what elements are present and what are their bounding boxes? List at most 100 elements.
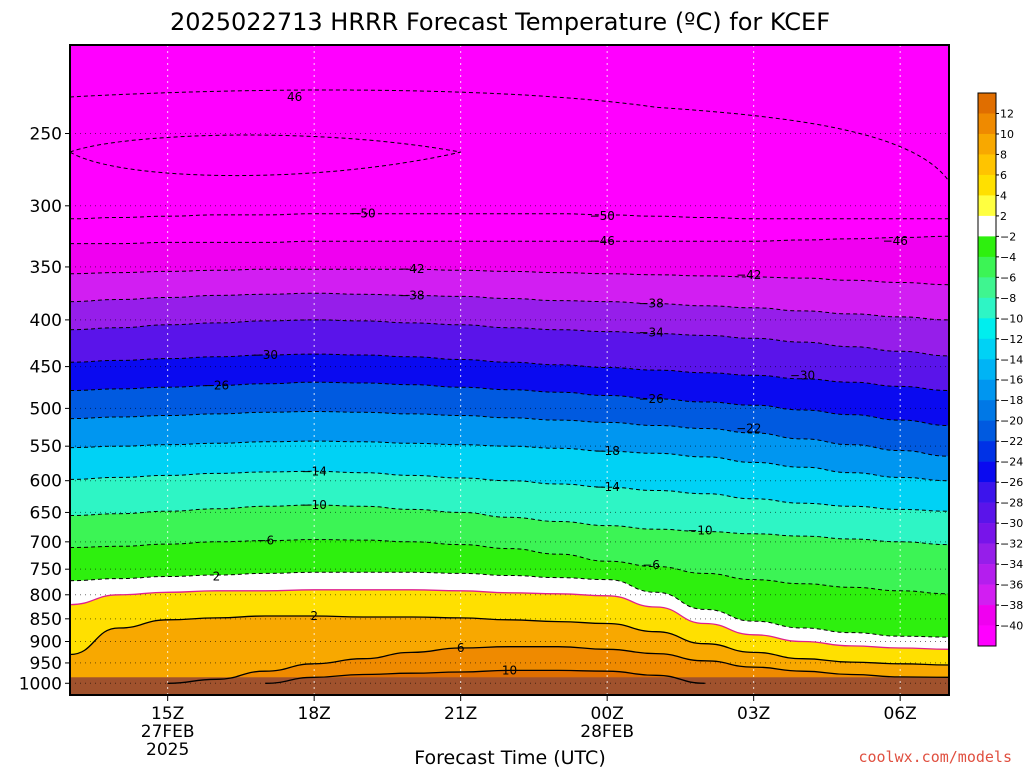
colorbar-cell	[978, 625, 996, 647]
colorbar-cell	[978, 236, 996, 258]
colorbar-cell	[978, 113, 996, 135]
contour-label: −38	[638, 297, 663, 311]
contour-label: −46	[590, 234, 615, 248]
y-tick-label: 850	[30, 610, 62, 630]
contour-label: −14	[595, 480, 620, 494]
contour-label: 2	[310, 609, 318, 623]
contour-label: −6	[642, 558, 660, 572]
y-tick-label: 300	[30, 197, 62, 217]
y-tick-label: 650	[30, 503, 62, 523]
colorbar-label: −14	[1000, 353, 1023, 366]
contour-label: −6	[256, 534, 274, 548]
x-tick-label: 00Z	[591, 704, 624, 724]
contour-label: −18	[595, 444, 620, 458]
colorbar-label: −26	[1000, 476, 1023, 489]
colorbar-label: −8	[1000, 292, 1016, 305]
ground-layer	[70, 677, 949, 695]
y-tick-label: 450	[30, 358, 62, 378]
temperature-fill-layer	[70, 45, 949, 695]
contour-label: −30	[790, 368, 815, 382]
y-tick-label: 750	[30, 560, 62, 580]
colorbar-cell	[978, 154, 996, 176]
colorbar-label: −18	[1000, 394, 1023, 407]
colorbar-label: −28	[1000, 497, 1023, 510]
colorbar-cell	[978, 359, 996, 381]
x-tick-label: 2025	[146, 740, 189, 760]
colorbar-cell	[978, 543, 996, 565]
fill-band	[70, 45, 949, 244]
contour-label: 2	[213, 570, 221, 584]
chart-title: 2025022713 HRRR Forecast Temperature (ºC…	[170, 8, 830, 36]
colorbar-label: 4	[1000, 189, 1007, 202]
ground-fill	[70, 677, 949, 695]
colorbar-label: −24	[1000, 456, 1023, 469]
y-tick-label: 950	[30, 654, 62, 674]
colorbar-cell	[978, 461, 996, 483]
y-tick-label: 900	[30, 632, 62, 652]
contour-label: −46	[883, 234, 908, 248]
contour-label: −14	[302, 464, 327, 478]
contour-label: 10	[502, 663, 517, 677]
colorbar-label: 6	[1000, 169, 1007, 182]
colorbar-cell	[978, 379, 996, 401]
contour-label: −34	[638, 326, 663, 340]
x-tick-label: 06Z	[884, 704, 917, 724]
contour-label: −26	[204, 379, 229, 393]
colorbar-frame	[977, 92, 997, 647]
colorbar-cell	[978, 93, 996, 114]
y-tick-label: 600	[30, 472, 62, 492]
colorbar-label: −32	[1000, 538, 1023, 551]
colorbar-cell	[978, 441, 996, 462]
colorbar-label: −40	[1000, 620, 1023, 633]
contour-label: −30	[253, 348, 278, 362]
x-tick-label: 03Z	[737, 704, 770, 724]
credit-text: coolwx.com/models	[858, 748, 1012, 766]
colorbar-cell	[978, 523, 996, 544]
contour-label: −10	[687, 523, 712, 537]
contour-label: −38	[399, 288, 424, 302]
grid-layer	[70, 45, 949, 695]
colorbar-label: −30	[1000, 517, 1023, 530]
colorbar: 12 10 8 6 4 2 −2 −4 −6 −8 −10 −12 −14 −16 −18 −20 −22 −24…	[977, 92, 1023, 647]
colorbar-cell	[978, 256, 996, 278]
colorbar-label: −2	[1000, 230, 1016, 243]
colorbar-label: −20	[1000, 415, 1023, 428]
x-tick-label: 28FEB	[580, 722, 634, 742]
y-tick-label: 700	[30, 533, 62, 553]
contour-label: −22	[736, 421, 761, 435]
colorbar-label: −6	[1000, 271, 1016, 284]
y-tick-label: 1000	[19, 674, 62, 694]
colorbar-label: 8	[1000, 148, 1007, 161]
x-tick-label: 18Z	[298, 704, 331, 724]
colorbar-cell	[978, 400, 996, 422]
y-tick-label: 350	[30, 258, 62, 278]
contour-label: −42	[736, 268, 761, 282]
y-tick-label: 550	[30, 437, 62, 457]
contour-label: −50	[590, 209, 615, 223]
contour-label: 46	[287, 90, 302, 104]
colorbar-label: −34	[1000, 558, 1023, 571]
colorbar-cell	[978, 338, 996, 360]
contour-label: −26	[638, 392, 663, 406]
y-axis: 2503003504004505005506006507007508008509…	[19, 124, 70, 694]
colorbar-cell	[978, 564, 996, 585]
contour-label: −42	[399, 262, 424, 276]
colorbar-label: −22	[1000, 435, 1023, 448]
isotherm-layer	[70, 89, 949, 684]
x-axis-label: Forecast Time (UTC)	[414, 747, 605, 768]
colorbar-cell	[978, 277, 996, 299]
colorbar-cell	[978, 584, 996, 606]
colorbar-cell	[978, 215, 996, 237]
isotherm-line	[70, 589, 949, 650]
isotherm-line	[70, 134, 461, 177]
colorbar-cell	[978, 605, 996, 626]
y-tick-label: 250	[30, 124, 62, 144]
colorbar-cell	[978, 420, 996, 442]
contour-label: −10	[302, 498, 327, 512]
colorbar-label: 2	[1000, 210, 1007, 223]
colorbar-label: −4	[1000, 251, 1016, 264]
contour-label-layer: 46 −50 −50 −46 −46 −42 −42 −38 −38 −34 −30 −30 −26 −2…	[204, 90, 908, 677]
y-tick-label: 500	[30, 399, 62, 419]
